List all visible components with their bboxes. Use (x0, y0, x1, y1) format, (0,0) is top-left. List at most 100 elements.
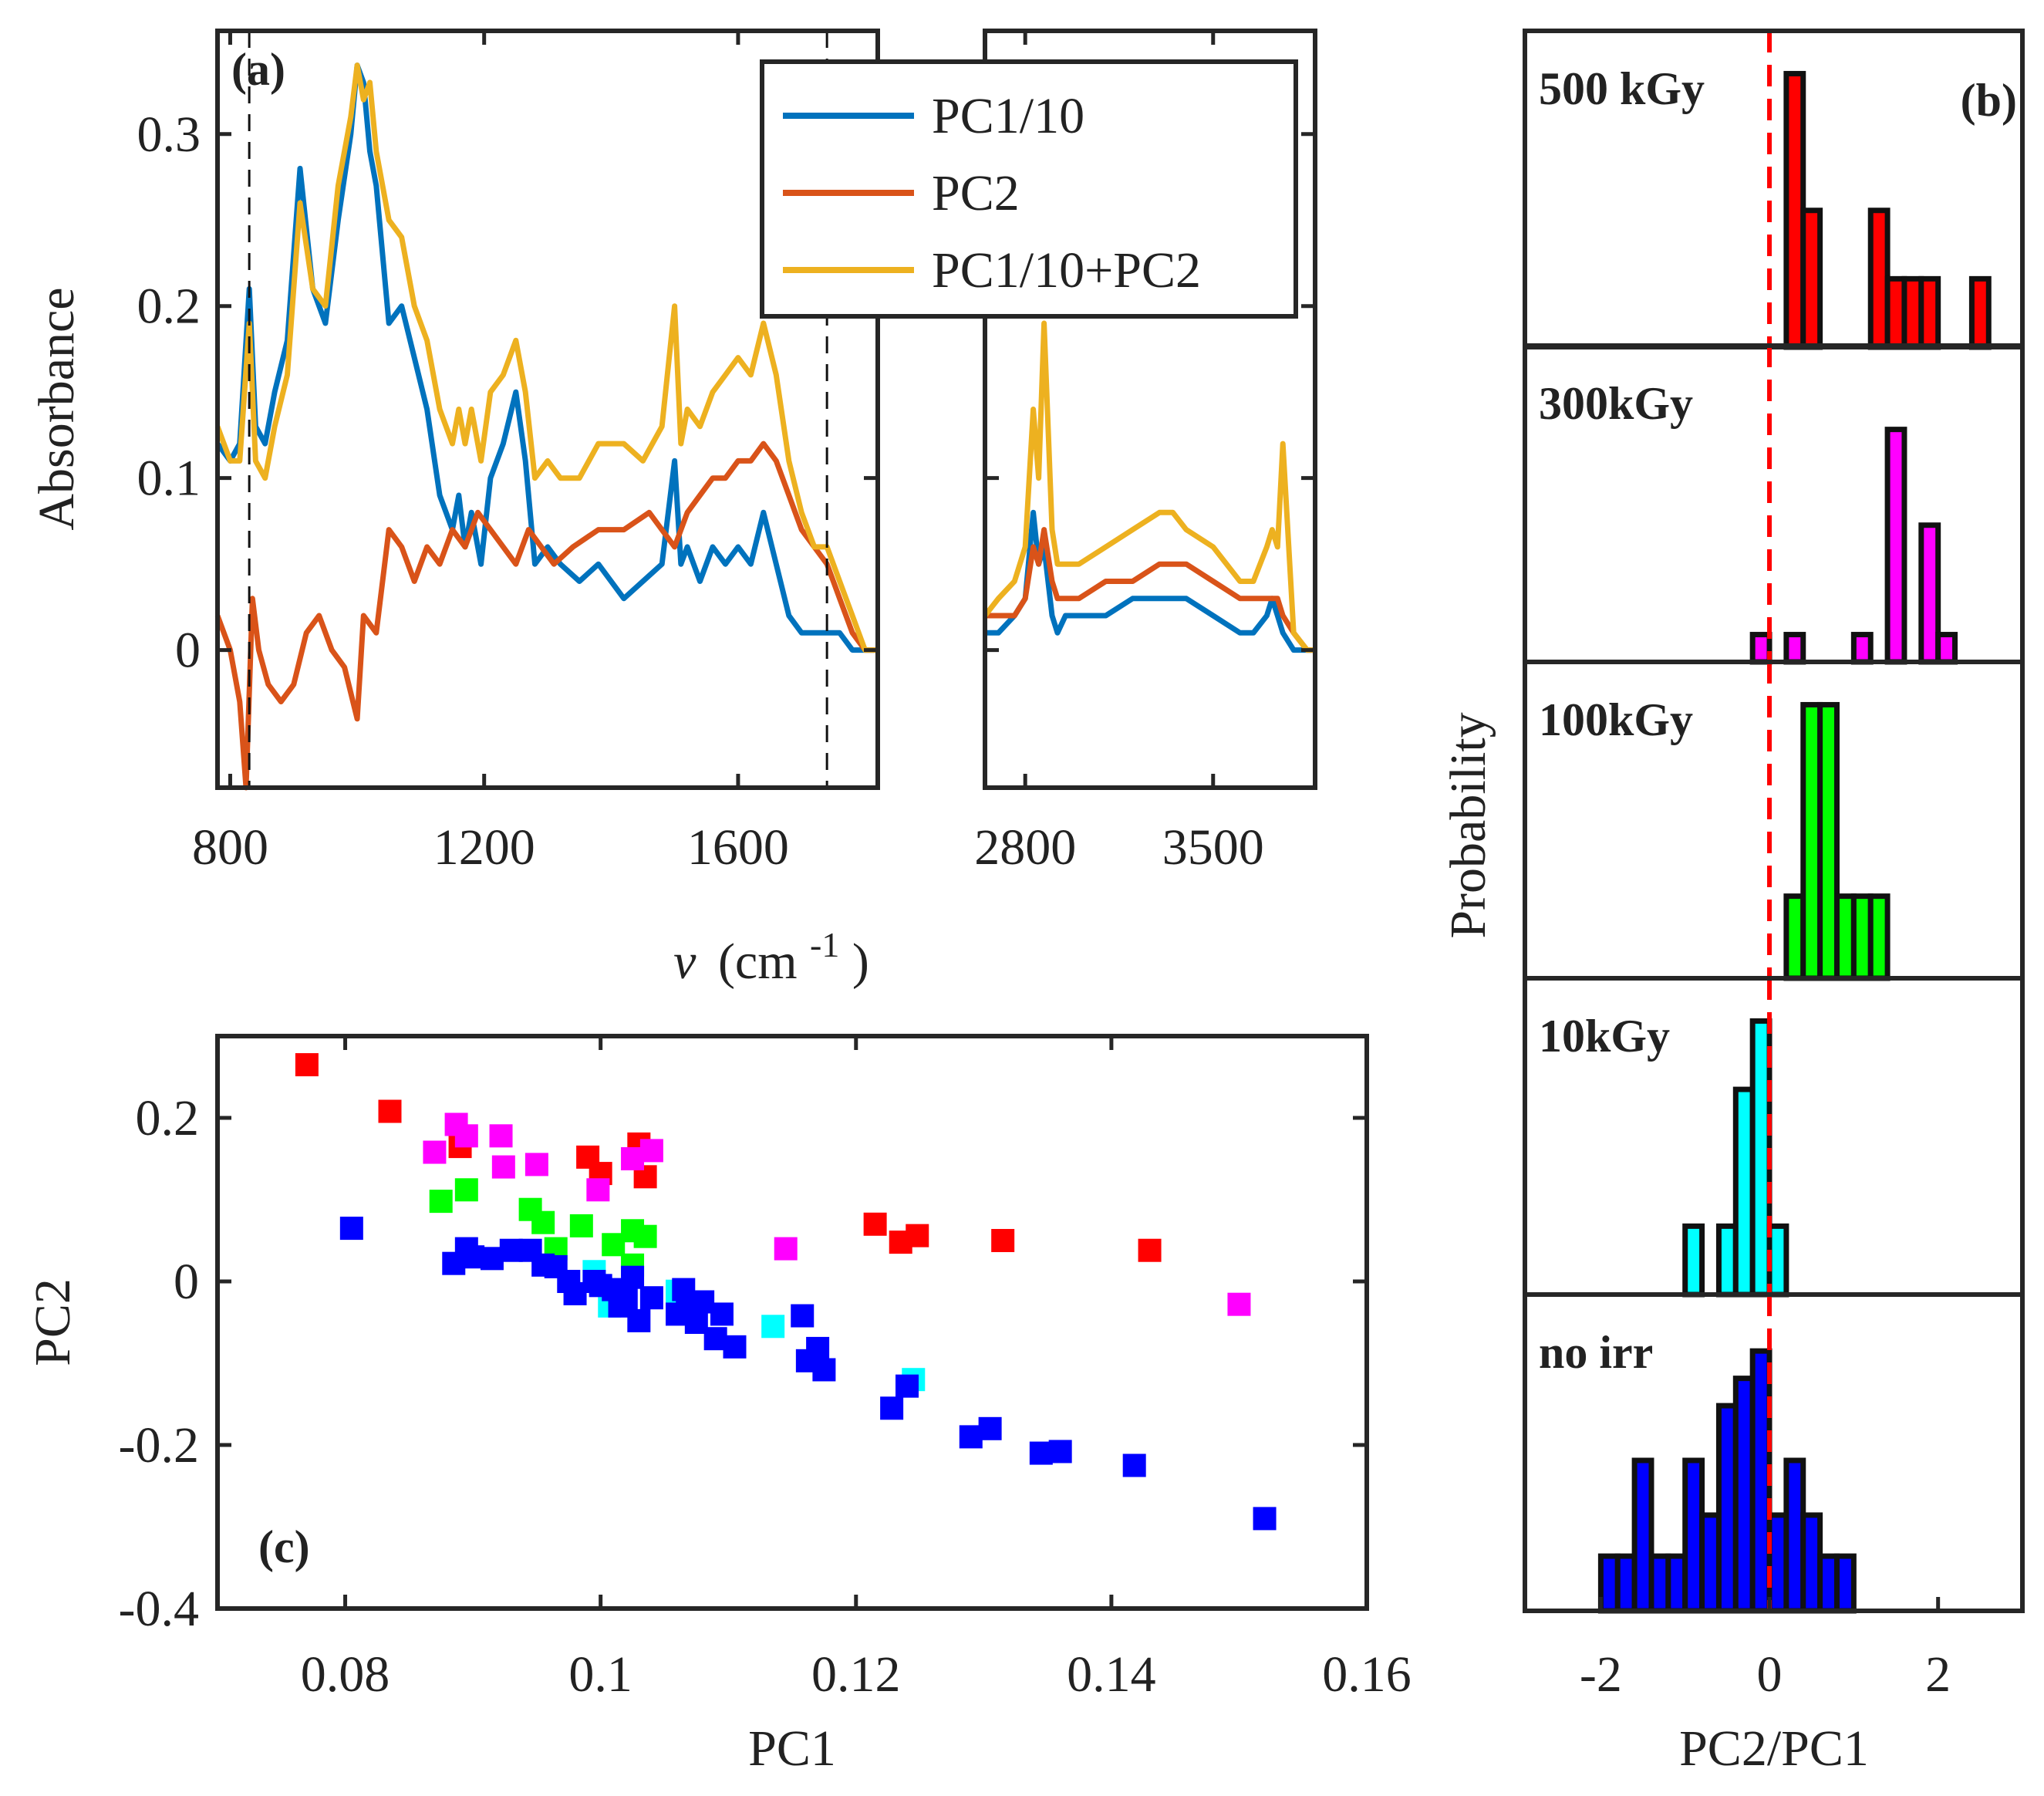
histogram-dose-label: no irr (1539, 1327, 1653, 1378)
histogram-stack: 500 kGy 300kGy 100kGy 10kGy no irr -2 0 2 (1523, 29, 2025, 1703)
scatter-points (295, 1053, 1277, 1531)
histogram-bar-100kGy (1867, 893, 1891, 981)
histogram-bar-noirr (1833, 1553, 1857, 1614)
spectra-ticks: 0 0.1 0.2 0.3 800 1200 1600 2800 3500 (137, 31, 1315, 876)
scatter-point-noirr (621, 1265, 645, 1289)
scatter-point-noirr (1122, 1453, 1146, 1477)
legend-label-sum: PC1/10+PC2 (932, 242, 1201, 299)
scatter-point-500kGy (378, 1099, 402, 1123)
scatter-point-noirr (339, 1217, 363, 1241)
spectra-panel-label: (a) (231, 44, 285, 95)
scatter-point-300kGy (1227, 1292, 1251, 1316)
histogram-bar-300kGy (1850, 632, 1874, 665)
histogram-500kGy: 500 kGy (1523, 29, 2025, 350)
scatter-point-300kGy (524, 1153, 548, 1177)
histogram-xtick-label: 2 (1925, 1646, 1951, 1703)
legend-label-pc1: PC1/10 (932, 88, 1084, 144)
spectra-legend-box (760, 59, 1298, 319)
scatter-point-100kGy (454, 1178, 478, 1202)
histogram-bar-10kGy (1766, 1223, 1789, 1298)
scatter-x-axis-label: PC1 (748, 1720, 836, 1777)
histogram-bar-300kGy (1935, 632, 1958, 665)
scatter-point-500kGy (863, 1212, 887, 1236)
scatter-point-noirr (1253, 1507, 1277, 1531)
spectra-axes-left-frame (215, 29, 880, 790)
histogram-100kGy: 100kGy (1523, 660, 2025, 981)
scatter-point-500kGy (906, 1224, 929, 1247)
histogram-dose-label: 500 kGy (1539, 63, 1705, 114)
scatter-xtick-label: 0.12 (811, 1646, 901, 1703)
spectra-xtick-label: 1600 (687, 819, 789, 876)
histogram-x-axis-label: PC2/PC1 (1679, 1720, 1869, 1777)
scatter-point-300kGy (423, 1140, 447, 1164)
scatter-point-noirr (896, 1374, 919, 1398)
scatter-panel: 0.08 0.1 0.12 0.14 0.16-0.4-0.200.2 (c) PC1 … (25, 1034, 1412, 1777)
spectra-xtick-label: 1200 (433, 819, 535, 876)
histogram-panel: 500 kGy 300kGy 100kGy 10kGy no irr -2 0 2 (b) P… (1440, 29, 2025, 1777)
scatter-xtick-label: 0.08 (301, 1646, 390, 1703)
histogram-bar-300kGy (1884, 427, 1907, 665)
scatter-axes-frame (215, 1034, 1369, 1611)
histogram-panel-label: (b) (1961, 75, 2017, 126)
spectrum-line-left-sum (214, 62, 878, 653)
scatter-point-noirr (791, 1304, 815, 1328)
spectrum-line-right-sum (983, 320, 1315, 653)
scatter-point-300kGy (774, 1237, 798, 1261)
scatter-ytick-label: 0.2 (136, 1090, 200, 1146)
scatter-point-300kGy (454, 1124, 478, 1148)
scatter-point-100kGy (633, 1224, 657, 1248)
spectra-x-axis-label: ν (cm -1 ) (673, 912, 869, 990)
scatter-xtick-label: 0.16 (1322, 1646, 1412, 1703)
spectra-ytick-label: 0 (175, 623, 201, 679)
scatter-ytick-label: -0.2 (119, 1417, 199, 1474)
histogram-dose-label: 10kGy (1539, 1011, 1670, 1062)
scatter-y-axis-label: PC2 (25, 1278, 81, 1366)
scatter-point-noirr (614, 1286, 638, 1310)
spectrum-line-left-pc1 (215, 62, 878, 653)
scatter-point-noirr (880, 1396, 904, 1420)
scatter-point-noirr (723, 1335, 747, 1359)
scatter-point-500kGy (991, 1229, 1015, 1252)
spectra-x-unit: (cm (718, 933, 798, 990)
histogram-bar-500kGy (1968, 275, 1992, 350)
scatter-point-noirr (812, 1358, 836, 1382)
histogram-bar-300kGy (1749, 632, 1772, 665)
spectra-y-axis-label: Absorbance (29, 287, 85, 530)
spectra-x-symbol: ν (673, 933, 697, 990)
scatter-panel-label: (c) (258, 1521, 310, 1572)
histogram-dose-label: 100kGy (1539, 694, 1693, 745)
spectra-xtick-label: 800 (192, 819, 268, 876)
scatter-point-300kGy (491, 1155, 515, 1179)
scatter-ticks: 0.08 0.1 0.12 0.14 0.16 -0.4 -0.2 0 0.2 (119, 1036, 1412, 1703)
histogram-xtick-label: 0 (1757, 1646, 1783, 1703)
scatter-ytick-label: 0 (174, 1254, 199, 1310)
scatter-point-300kGy (489, 1124, 513, 1148)
scatter-point-500kGy (295, 1053, 319, 1077)
histogram-frame (1523, 1292, 2025, 1613)
histogram-dose-label: 300kGy (1539, 378, 1693, 429)
histogram-10kGy: 10kGy (1523, 976, 2025, 1298)
histogram-bar-500kGy (1800, 208, 1823, 350)
scatter-point-300kGy (639, 1139, 663, 1163)
scatter-point-100kGy (531, 1210, 555, 1234)
scatter-point-500kGy (1138, 1238, 1162, 1262)
spectra-x-close: ) (852, 933, 869, 990)
scatter-point-noirr (978, 1416, 1002, 1440)
histogram-noirr: no irr (1523, 1292, 2025, 1614)
spectrum-line-left-pc2 (214, 441, 878, 791)
histogram-y-axis-label: Probability (1440, 712, 1496, 938)
scatter-xtick-label: 0.1 (568, 1646, 632, 1703)
spectra-ytick-label: 0.2 (137, 279, 201, 335)
spectra-panel: 0 0.1 0.2 0.3 800 1200 1600 2800 3500 (a) Absorb… (29, 29, 1317, 990)
spectra-xtick-label: 2800 (974, 819, 1076, 876)
scatter-point-noirr (710, 1302, 734, 1326)
scatter-ytick-label: -0.4 (119, 1581, 199, 1637)
spectra-legend: PC1/10 PC2 PC1/10+PC2 (760, 59, 1298, 319)
histogram-xtick-label: -2 (1580, 1646, 1622, 1703)
scatter-point-10kGy (761, 1315, 785, 1339)
spectrum-line-right-pc2 (985, 527, 1315, 653)
spectra-lines-right (983, 320, 1315, 653)
scatter-point-100kGy (429, 1190, 453, 1214)
histogram-300kGy: 300kGy (1523, 343, 2025, 665)
